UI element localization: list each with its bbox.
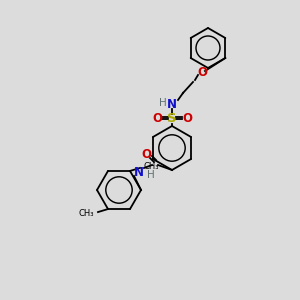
Text: S: S [167,112,177,125]
Text: O: O [197,67,207,80]
Text: O: O [152,112,162,125]
Text: O: O [141,148,151,160]
Text: H: H [147,170,155,180]
Text: CH₃: CH₃ [144,162,160,171]
Text: O: O [182,112,192,125]
Text: H: H [159,98,167,108]
Text: CH₃: CH₃ [79,208,94,217]
Text: N: N [134,166,144,178]
Text: N: N [167,98,177,110]
